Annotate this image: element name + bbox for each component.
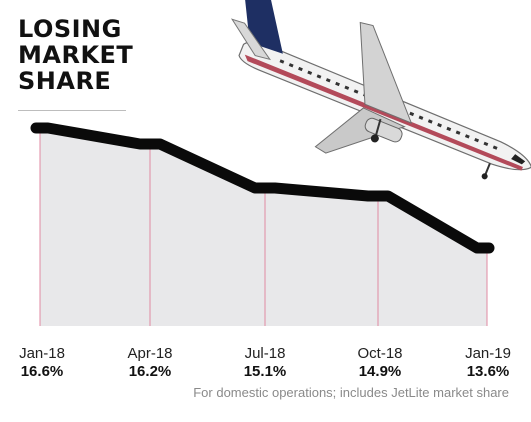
window [427,119,433,124]
cockpit-window [511,154,526,165]
window [298,66,303,72]
window [307,70,313,75]
data-label: 14.9% [358,363,402,380]
x-tick-label: Oct-18 [357,345,403,362]
x-tick-label: Jan-19 [465,345,511,362]
footnote: For domestic operations; includes JetLit… [193,385,509,400]
airplane-icon [230,0,531,180]
data-label: 16.6% [20,363,64,380]
area-fill [40,128,487,326]
data-point-jan-18 [38,126,42,130]
data-point-jan-19 [485,246,489,250]
data-point-jul-18 [263,186,267,190]
window [335,81,340,87]
engine [364,117,403,143]
x-tick-label: Apr-18 [127,345,173,362]
data-point-apr-18 [148,142,152,146]
data-label: 13.6% [466,363,510,380]
window [474,138,480,143]
nose-wheel [481,173,488,180]
wing-lower [314,107,406,154]
stabilizer [230,18,272,61]
x-tick-group: Jul-18 15.1% [225,345,305,381]
landing-gear [374,118,382,137]
window [325,78,331,83]
window [455,130,461,135]
nose-gear [484,162,491,175]
airplane-illustration [230,0,531,180]
window [492,145,498,150]
x-tick-group: Apr-18 16.2% [110,345,190,381]
chart-title: LOSING MARKET SHARE [18,16,133,94]
window [344,85,350,90]
wing [359,21,413,124]
x-tick-group: Jan-19 13.6% [448,345,528,381]
window [353,89,359,94]
window [279,59,285,64]
title-divider [18,110,126,111]
title-line: SHARE [18,67,112,95]
window [437,123,442,128]
x-tick-label: Jan-18 [19,345,65,362]
title-line: MARKET [18,41,134,69]
x-tick-group: Oct-18 14.9% [340,345,420,381]
data-label: 16.2% [128,363,172,380]
x-tick-label: Jul-18 [244,345,286,362]
window [409,111,415,117]
wheel [370,134,379,143]
title-line: LOSING [18,15,122,43]
window [446,126,452,132]
window [288,63,294,68]
window [316,74,322,79]
window [483,141,489,147]
data-point-oct-18 [376,194,380,198]
x-tick-group: Jan-18 16.6% [2,345,82,381]
window [418,115,424,120]
data-label: 15.1% [243,363,287,380]
area-chart [30,0,531,326]
tail-fin [240,0,283,54]
window [464,134,470,139]
fuselage-stripe [244,54,523,171]
